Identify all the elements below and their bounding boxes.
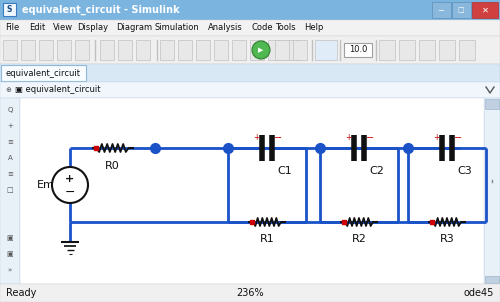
Text: R0: R0: [105, 161, 120, 171]
Bar: [484, 98, 500, 284]
Text: Simulation: Simulation: [155, 24, 200, 33]
Bar: [286, 40, 300, 60]
Text: ✕: ✕: [482, 5, 488, 14]
Text: ⊕: ⊕: [5, 87, 11, 93]
Text: ▣ equivalent_circuit: ▣ equivalent_circuit: [15, 85, 100, 95]
Text: ▣: ▣: [6, 235, 14, 241]
Bar: [1, 65, 86, 81]
Bar: [293, 40, 307, 60]
Text: □: □: [458, 7, 464, 13]
Text: ▣: ▣: [6, 251, 14, 257]
Text: Edit: Edit: [29, 24, 46, 33]
Bar: [0, 20, 500, 36]
Text: Diagram: Diagram: [116, 24, 152, 33]
Bar: [344, 43, 372, 57]
Text: ▶: ▶: [258, 47, 264, 53]
Text: Ready: Ready: [6, 288, 36, 298]
Text: +: +: [253, 133, 259, 143]
Bar: [379, 40, 395, 60]
Bar: [21, 40, 35, 60]
Bar: [250, 40, 264, 60]
Bar: [57, 40, 71, 60]
Bar: [75, 40, 89, 60]
Text: A: A: [8, 155, 12, 161]
Bar: [485, 99, 499, 109]
Bar: [459, 40, 475, 60]
Text: Tools: Tools: [276, 24, 296, 33]
Bar: [432, 2, 451, 18]
Bar: [39, 40, 53, 60]
Circle shape: [52, 167, 88, 203]
Bar: [100, 40, 114, 60]
Text: □: □: [6, 187, 14, 193]
Bar: [452, 2, 471, 18]
Text: −: −: [65, 185, 75, 198]
Text: Help: Help: [304, 24, 324, 33]
Bar: [485, 276, 499, 283]
Bar: [0, 82, 500, 98]
Text: View: View: [54, 24, 74, 33]
Text: Analysis: Analysis: [208, 24, 242, 33]
Text: ─: ─: [438, 5, 444, 14]
Text: +: +: [66, 174, 74, 184]
Text: C3: C3: [458, 166, 472, 176]
Bar: [0, 36, 500, 64]
Text: −: −: [366, 133, 374, 143]
Bar: [268, 40, 282, 60]
Text: R3: R3: [440, 234, 454, 244]
Text: »: »: [8, 267, 12, 273]
Text: ≡: ≡: [7, 139, 13, 145]
Bar: [0, 64, 500, 82]
Bar: [315, 40, 337, 60]
Bar: [472, 2, 498, 18]
Bar: [160, 40, 174, 60]
Bar: [20, 98, 484, 284]
Text: +: +: [433, 133, 439, 143]
Text: Code: Code: [251, 24, 273, 33]
Bar: [0, 0, 500, 20]
Text: ≡: ≡: [7, 171, 13, 177]
Bar: [118, 40, 132, 60]
Text: 10.0: 10.0: [349, 46, 367, 54]
Circle shape: [252, 41, 270, 59]
Text: equivalent_circuit - Simulink: equivalent_circuit - Simulink: [22, 5, 180, 15]
Bar: [178, 40, 192, 60]
Text: 236%: 236%: [236, 288, 264, 298]
Text: −: −: [274, 133, 282, 143]
Text: C1: C1: [278, 166, 292, 176]
Bar: [0, 98, 20, 284]
Bar: [0, 284, 500, 302]
Bar: [3, 40, 17, 60]
Text: R1: R1: [260, 234, 274, 244]
Text: C2: C2: [370, 166, 384, 176]
Text: +: +: [7, 123, 13, 129]
Text: −: −: [454, 133, 462, 143]
Text: S: S: [7, 5, 12, 14]
Bar: [419, 40, 435, 60]
Text: +: +: [345, 133, 351, 143]
Bar: [196, 40, 210, 60]
Bar: [136, 40, 150, 60]
Text: Display: Display: [78, 24, 108, 33]
Text: equivalent_circuit: equivalent_circuit: [6, 69, 80, 78]
Text: R2: R2: [352, 234, 366, 244]
Bar: [275, 40, 289, 60]
Bar: [214, 40, 228, 60]
Bar: [439, 40, 455, 60]
Text: ode45: ode45: [464, 288, 494, 298]
Text: Q: Q: [8, 107, 12, 113]
Bar: [3, 3, 16, 16]
Text: File: File: [5, 24, 19, 33]
Text: Em: Em: [37, 180, 55, 190]
Bar: [399, 40, 415, 60]
Bar: [232, 40, 246, 60]
